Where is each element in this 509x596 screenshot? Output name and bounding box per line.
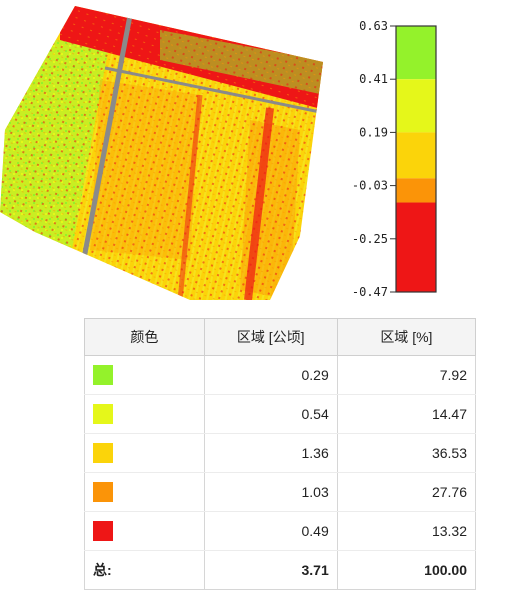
table-header-row: 颜色 区域 [公顷] 区域 [%] [84, 318, 477, 356]
color-scale-legend: 0.63 0.41 0.19 -0.03 -0.25 -0.47 [340, 10, 509, 310]
legend-band-3 [396, 178, 436, 203]
area-ha-cell: 1.36 [203, 433, 338, 473]
area-pct-cell: 27.76 [336, 472, 477, 512]
legend-tick-label: -0.25 [352, 232, 388, 246]
table-row: 1.36 36.53 [84, 433, 477, 473]
area-ha-cell: 0.49 [203, 511, 338, 551]
legend-band-2 [396, 132, 436, 179]
legend-band-0 [396, 26, 436, 80]
total-area-pct: 100.00 [336, 550, 477, 590]
color-cell [84, 433, 205, 473]
color-swatch [93, 521, 113, 541]
area-pct-cell: 7.92 [336, 355, 477, 395]
legend-tick-label: -0.47 [352, 285, 388, 299]
map-road-left [75, 6, 135, 291]
color-scale-frame [395, 25, 437, 293]
index-map [0, 0, 340, 310]
area-ha-cell: 0.54 [203, 394, 338, 434]
color-swatch [93, 365, 113, 385]
color-cell [84, 394, 205, 434]
area-pct-cell: 14.47 [336, 394, 477, 434]
table-total-row: 总: 3.71 100.00 [84, 550, 477, 590]
color-cell [84, 355, 205, 395]
table-row: 0.49 13.32 [84, 511, 477, 551]
table-row: 1.03 27.76 [84, 472, 477, 512]
legend-tick-label: 0.19 [359, 125, 388, 139]
legend-band-4 [396, 202, 436, 292]
column-header-area-ha[interactable]: 区域 [公顷] [203, 318, 338, 356]
legend-band-1 [396, 79, 436, 133]
table-row: 0.29 7.92 [84, 355, 477, 395]
area-pct-cell: 13.32 [336, 511, 477, 551]
color-cell [84, 472, 205, 512]
legend-tick-label: 0.41 [359, 72, 388, 86]
area-ha-cell: 1.03 [203, 472, 338, 512]
table-row: 0.54 14.47 [84, 394, 477, 434]
legend-tick-label: 0.63 [359, 19, 388, 33]
area-ha-cell: 0.29 [203, 355, 338, 395]
color-cell [84, 511, 205, 551]
area-pct-cell: 36.53 [336, 433, 477, 473]
total-area-ha: 3.71 [203, 550, 338, 590]
map-road-top [104, 66, 321, 114]
color-scale-bar: 0.63 0.41 0.19 -0.03 -0.25 -0.47 [352, 19, 437, 299]
column-header-area-pct[interactable]: 区域 [%] [336, 318, 477, 356]
color-swatch [93, 482, 113, 502]
area-statistics-table: 颜色 区域 [公顷] 区域 [%] 0.29 7.92 0.54 14.47 1… [84, 318, 477, 590]
color-swatch [93, 443, 113, 463]
legend-tick-label: -0.03 [352, 179, 388, 193]
total-label: 总: [84, 550, 205, 590]
color-swatch [93, 404, 113, 424]
index-map-image [0, 6, 323, 300]
column-header-color[interactable]: 颜色 [84, 318, 205, 356]
